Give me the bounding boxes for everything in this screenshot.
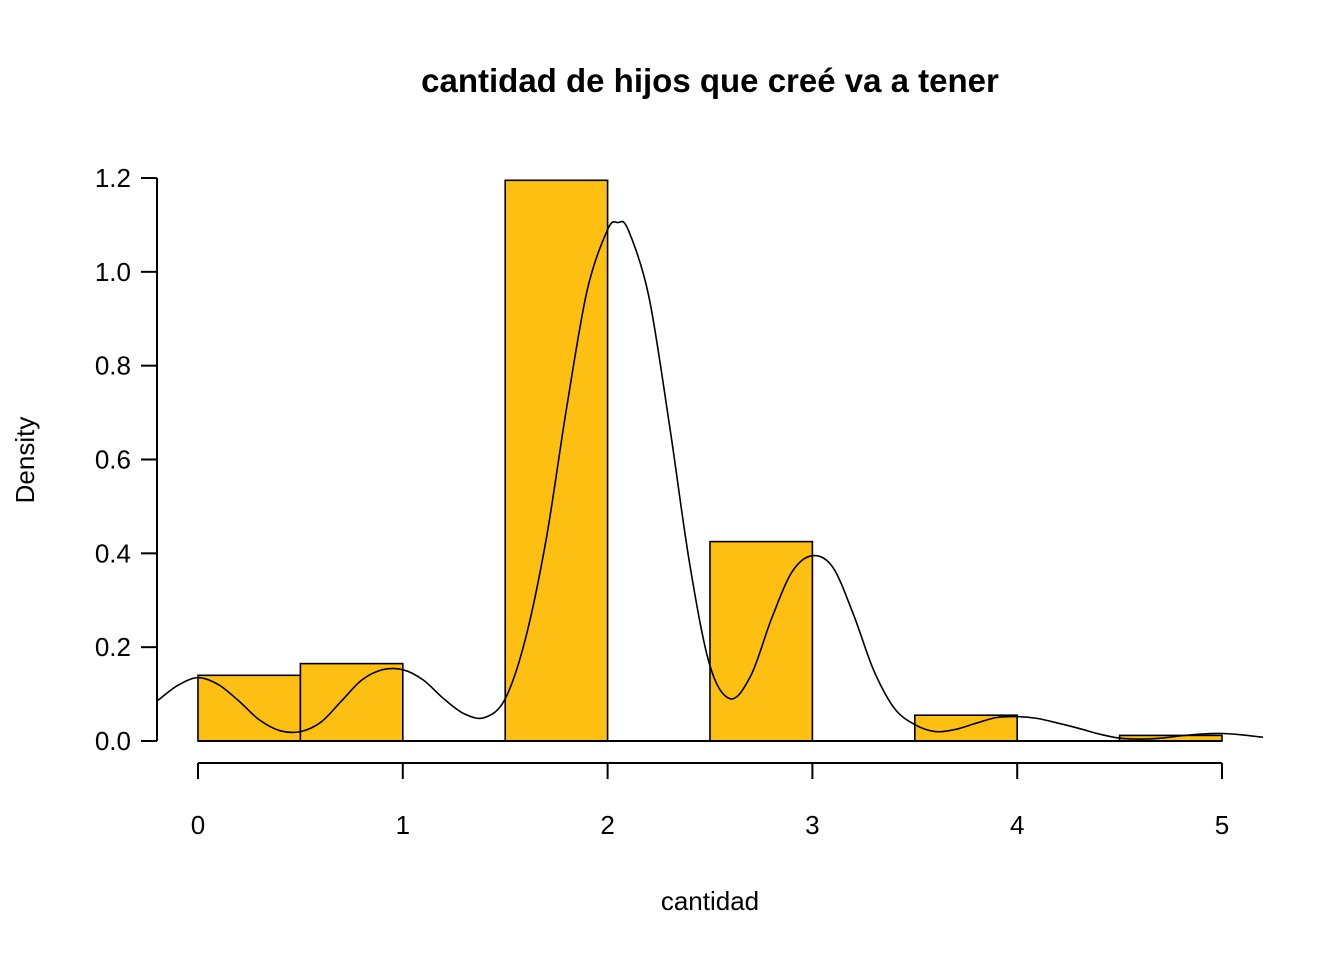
x-tick-label: 5 [1215, 810, 1229, 840]
y-tick-label: 0.8 [95, 351, 131, 381]
y-tick-label: 1.0 [95, 257, 131, 287]
x-tick-label: 0 [191, 810, 205, 840]
histogram-bar-1 [299, 662, 404, 742]
histogram-bar-3 [504, 179, 609, 742]
x-tick-label: 3 [805, 810, 819, 840]
x-axis-label: cantidad [661, 886, 759, 916]
y-tick-label: 0.2 [95, 632, 131, 662]
x-tick-label: 2 [600, 810, 614, 840]
y-tick-label: 1.2 [95, 163, 131, 193]
histogram-bars [197, 179, 1223, 742]
histogram-bar-7 [913, 714, 1018, 742]
histogram-bar-5 [709, 540, 814, 742]
histogram-bar-0 [197, 674, 302, 742]
y-axis: 0.0 0.2 0.4 0.6 0.8 1.0 1.2 [95, 163, 158, 756]
y-tick-label: 0.0 [95, 726, 131, 756]
y-axis-label: Density [10, 417, 40, 504]
y-tick-label: 0.4 [95, 538, 131, 568]
x-axis: 0 1 2 3 4 5 [191, 762, 1229, 840]
x-tick-label: 1 [396, 810, 410, 840]
density-curve [156, 220, 1264, 740]
chart-title: cantidad de hijos que creé va a tener [421, 62, 999, 99]
y-tick-label: 0.6 [95, 445, 131, 475]
x-tick-label: 4 [1010, 810, 1024, 840]
